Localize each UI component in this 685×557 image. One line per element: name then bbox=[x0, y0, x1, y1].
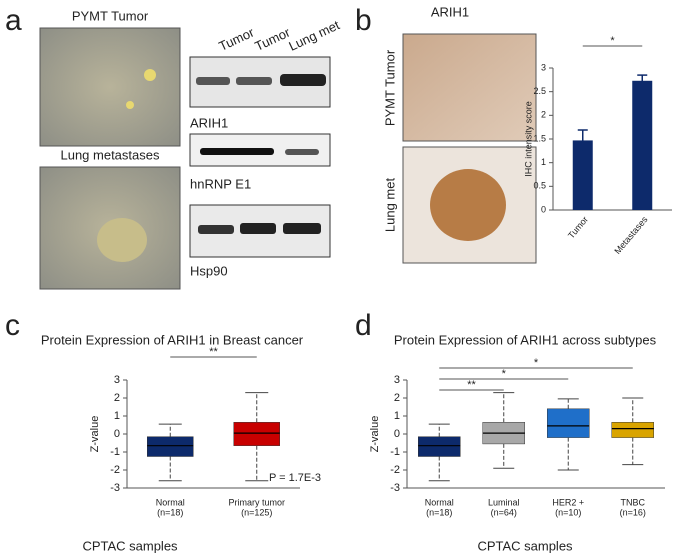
y-tick-label: -1 bbox=[390, 446, 400, 458]
panel-label: b bbox=[355, 4, 372, 37]
y-axis-label: IHC intensity score bbox=[523, 101, 533, 177]
cell bbox=[144, 69, 156, 81]
image-title: ARIH1 bbox=[431, 4, 469, 19]
sample-size: (n=18) bbox=[426, 507, 452, 517]
box bbox=[611, 422, 654, 438]
x-tick-label: HER2 + bbox=[552, 497, 584, 507]
lane-label: Tumor bbox=[216, 24, 257, 54]
chart-title: Protein Expression of ARIH1 in Breast ca… bbox=[41, 332, 304, 347]
x-tick-label: TNBC bbox=[621, 497, 646, 507]
x-axis-label: CPTAC samples bbox=[477, 538, 573, 553]
x-tick-label: Metastases bbox=[612, 214, 650, 256]
sample-size: (n=16) bbox=[620, 507, 646, 517]
y-tick-label: 0.5 bbox=[533, 181, 546, 191]
y-tick-label: 2.5 bbox=[533, 86, 546, 96]
y-tick-label: 2 bbox=[541, 110, 546, 120]
annotation: P = 1.7E-3 bbox=[269, 472, 321, 484]
image-label: PYMT Tumor bbox=[382, 49, 397, 126]
metastasis bbox=[430, 169, 506, 241]
image-label: Lung metastases bbox=[60, 147, 160, 162]
y-tick-label: 3 bbox=[114, 374, 120, 386]
bar bbox=[572, 140, 593, 210]
box bbox=[233, 422, 280, 446]
y-tick-label: 3 bbox=[394, 374, 400, 386]
x-tick-label: Primary tumor bbox=[228, 497, 285, 507]
y-tick-label: 0 bbox=[541, 204, 546, 214]
blot-label: Hsp90 bbox=[190, 263, 228, 278]
significance-label: * bbox=[534, 357, 539, 369]
sample-size: (n=18) bbox=[157, 507, 183, 517]
x-tick-label: Normal bbox=[425, 497, 454, 507]
y-tick-label: -1 bbox=[110, 446, 120, 458]
y-tick-label: -2 bbox=[390, 464, 400, 476]
y-tick-label: 1 bbox=[541, 157, 546, 167]
y-tick-label: 1 bbox=[394, 410, 400, 422]
x-tick-label: Luminal bbox=[488, 497, 520, 507]
y-axis-label: Z-value bbox=[369, 416, 381, 453]
image-label: PYMT Tumor bbox=[72, 8, 149, 23]
ihc-image bbox=[402, 33, 537, 142]
x-axis-label: CPTAC samples bbox=[82, 538, 178, 553]
panel-label: c bbox=[5, 309, 20, 342]
y-tick-label: -3 bbox=[110, 482, 120, 494]
cell-cluster bbox=[97, 218, 147, 262]
y-tick-label: 1.5 bbox=[533, 133, 546, 143]
lane-label: Lung met bbox=[286, 17, 342, 54]
y-tick-label: 1 bbox=[114, 410, 120, 422]
band bbox=[200, 148, 274, 155]
y-tick-label: 2 bbox=[394, 392, 400, 404]
image-label: Lung met bbox=[382, 178, 397, 233]
band bbox=[280, 74, 326, 86]
significance-label: ** bbox=[209, 346, 218, 358]
y-tick-label: 3 bbox=[541, 62, 546, 72]
box bbox=[418, 436, 461, 457]
band bbox=[198, 225, 234, 234]
blot-label: hnRNP E1 bbox=[190, 176, 251, 191]
significance-label: * bbox=[502, 368, 507, 380]
panel-label: d bbox=[355, 309, 372, 342]
blot-label: ARIH1 bbox=[190, 115, 228, 130]
band bbox=[196, 77, 230, 85]
y-tick-label: 2 bbox=[114, 392, 120, 404]
sample-size: (n=10) bbox=[555, 507, 581, 517]
bar bbox=[632, 80, 653, 210]
x-tick-label: Tumor bbox=[566, 214, 590, 240]
box bbox=[547, 408, 590, 438]
sample-size: (n=64) bbox=[491, 507, 517, 517]
y-axis-label: Z-value bbox=[89, 416, 101, 453]
y-tick-label: -2 bbox=[110, 464, 120, 476]
band bbox=[285, 149, 319, 155]
band bbox=[240, 223, 276, 234]
y-tick-label: 0 bbox=[394, 428, 400, 440]
band bbox=[236, 77, 272, 85]
cell bbox=[126, 101, 134, 109]
micrograph bbox=[39, 27, 181, 147]
panel-label: a bbox=[5, 4, 22, 37]
significance-label: * bbox=[610, 35, 615, 47]
band bbox=[283, 223, 321, 234]
x-tick-label: Normal bbox=[156, 497, 185, 507]
box bbox=[147, 436, 194, 457]
y-tick-label: -3 bbox=[390, 482, 400, 494]
y-tick-label: 0 bbox=[114, 428, 120, 440]
chart-title: Protein Expression of ARIH1 across subty… bbox=[394, 332, 657, 347]
significance-label: ** bbox=[467, 379, 476, 391]
sample-size: (n=125) bbox=[241, 507, 272, 517]
